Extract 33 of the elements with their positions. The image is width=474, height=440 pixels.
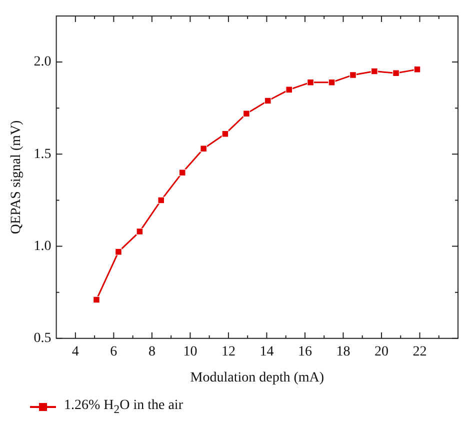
y-tick-label: 0.5: [34, 331, 52, 346]
point: [350, 71, 356, 78]
x-axis-title: Modulation depth (mA): [190, 370, 324, 386]
y-tick-label: 2.0: [34, 54, 52, 70]
x-tick-label: 20: [374, 344, 388, 360]
point: [114, 248, 122, 256]
point: [370, 68, 378, 75]
point: [222, 130, 229, 138]
point: [286, 86, 293, 94]
x-tick-label: 22: [412, 344, 427, 360]
point: [264, 97, 272, 104]
point: [92, 296, 100, 304]
x-tick-label: 4: [72, 344, 79, 360]
x-tick-label: 18: [336, 344, 350, 360]
legend-label: 1.26% H$_{2}$O in the air: [64, 398, 183, 416]
point: [392, 70, 400, 77]
point: [200, 145, 208, 152]
x-tick-label: 8: [148, 344, 156, 360]
point: [178, 169, 186, 176]
point: [307, 78, 314, 86]
point: [136, 228, 144, 236]
x-tick-label: 6: [110, 344, 118, 360]
point: [158, 196, 165, 204]
y-tick-label: 1.0: [34, 238, 52, 254]
x-tick-label: 10: [183, 344, 198, 360]
x-tick-label: 12: [221, 344, 236, 360]
point: [328, 78, 336, 86]
y-axis-title: QEPAS signal (mV): [9, 120, 24, 234]
point: [414, 66, 421, 73]
x-tick-label: 16: [298, 344, 312, 360]
point: [242, 110, 250, 118]
y-tick-label: 1.5: [34, 146, 52, 162]
x-tick-label: 14: [260, 344, 274, 360]
